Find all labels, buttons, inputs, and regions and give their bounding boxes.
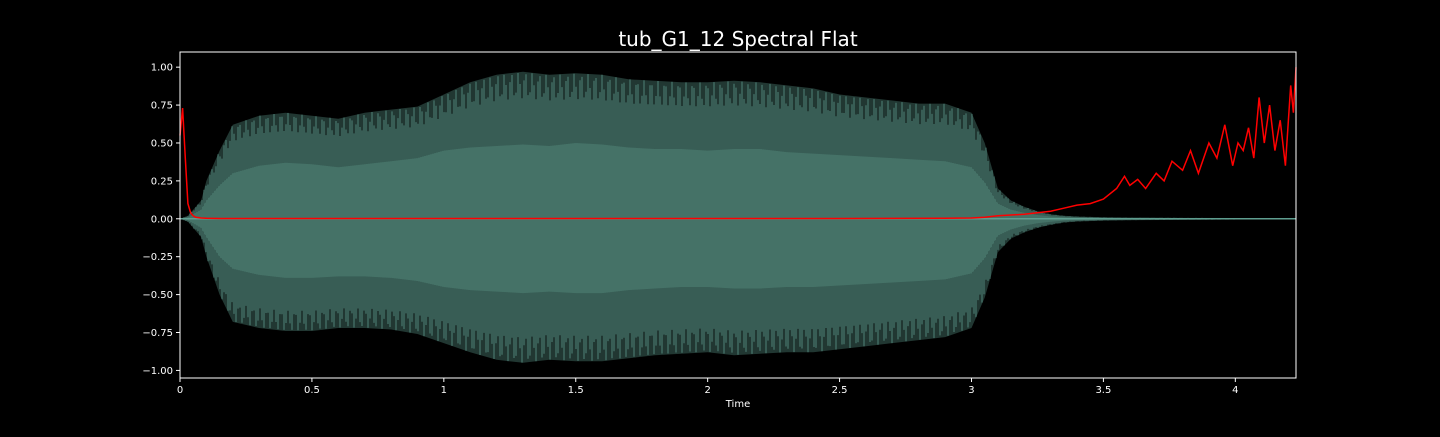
y-tick-label: −0.75 [142, 328, 173, 339]
x-tick-label: 2.5 [832, 385, 848, 396]
x-tick-label: 3 [968, 385, 974, 396]
y-tick-label: 0.00 [151, 214, 173, 225]
x-tick-label: 0 [177, 385, 183, 396]
y-tick-label: −0.25 [142, 252, 173, 263]
x-tick-label: 3.5 [1095, 385, 1111, 396]
x-axis: 0 0.5 1 1.5 2 2.5 3 3.5 4 [177, 378, 1239, 396]
y-tick-label: −1.00 [142, 366, 173, 377]
plot-area [179, 67, 1297, 363]
x-tick-label: 1.5 [568, 385, 584, 396]
chart-title: tub_G1_12 Spectral Flat [618, 27, 857, 51]
y-tick-label: 0.25 [151, 176, 173, 187]
y-tick-label: 0.50 [151, 138, 173, 149]
x-axis-label: Time [725, 399, 750, 410]
axes-frame [179, 51, 1297, 379]
y-axis: 1.00 0.75 0.50 0.25 0.00 −0.25 −0.50 −0.75 −1.00 [142, 63, 180, 377]
y-tick-label: 1.00 [151, 63, 173, 74]
x-tick-label: 1 [441, 385, 447, 396]
y-tick-label: 0.75 [151, 101, 173, 112]
x-tick-label: 0.5 [304, 385, 320, 396]
x-tick-label: 4 [1232, 385, 1238, 396]
y-tick-label: −0.50 [142, 290, 173, 301]
spectral-flatness-line [179, 67, 1297, 220]
x-tick-label: 2 [704, 385, 710, 396]
